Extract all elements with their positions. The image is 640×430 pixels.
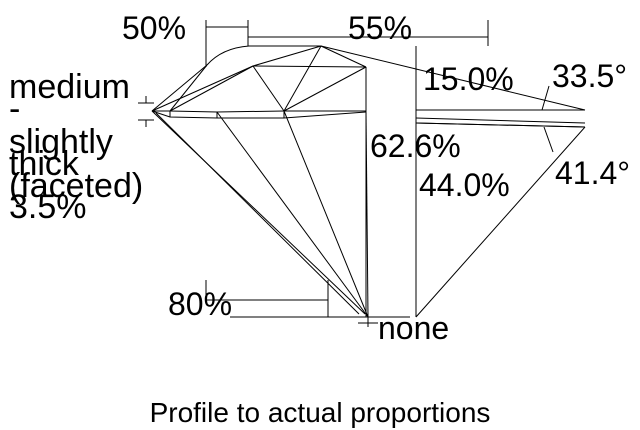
svg-text:none: none — [378, 310, 449, 346]
svg-text:41.4°: 41.4° — [555, 155, 630, 191]
svg-text:44.0%: 44.0% — [419, 167, 510, 203]
svg-text:Profile to actual proportions: Profile to actual proportions — [150, 397, 491, 428]
svg-text:3.5%: 3.5% — [9, 188, 87, 226]
svg-text:62.6%: 62.6% — [370, 128, 461, 164]
svg-text:50%: 50% — [122, 10, 186, 46]
svg-text:15.0%: 15.0% — [423, 61, 514, 97]
svg-text:33.5°: 33.5° — [552, 58, 627, 94]
svg-text:80%: 80% — [168, 286, 232, 322]
svg-text:55%: 55% — [348, 10, 412, 46]
svg-text:medium: medium — [9, 68, 130, 106]
